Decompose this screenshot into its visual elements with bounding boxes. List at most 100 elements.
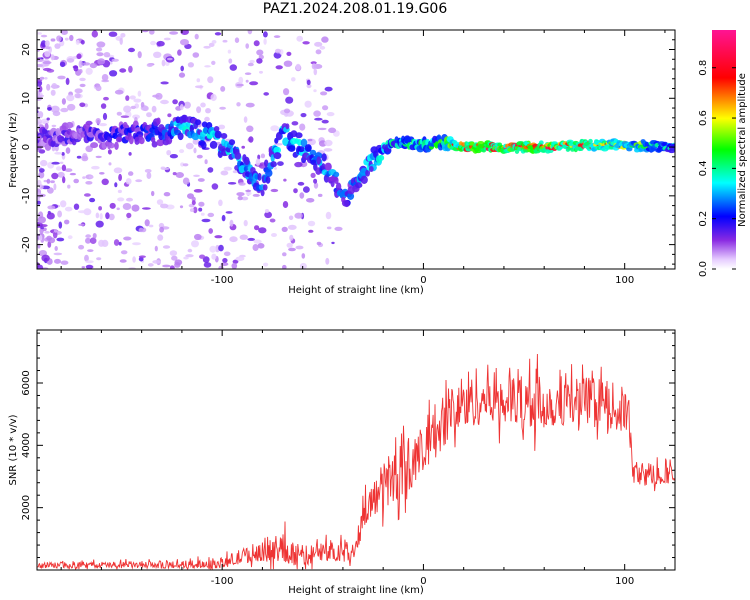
noise-blob [223, 166, 232, 171]
noise-blob [92, 233, 97, 239]
noise-blob [116, 111, 122, 116]
noise-blob [67, 184, 71, 189]
noise-blob [57, 210, 62, 218]
noise-blob [177, 49, 182, 56]
noise-blob [185, 142, 194, 150]
noise-blob [156, 40, 165, 47]
noise-blob [117, 189, 122, 194]
y-tick-label: 6000 [21, 370, 32, 395]
noise-blob [283, 88, 290, 96]
noise-blob [74, 93, 81, 99]
colorbar-tick-label: 0.4 [698, 160, 709, 176]
noise-blob [98, 123, 108, 127]
noise-blob [39, 76, 45, 80]
noise-blob [232, 259, 239, 264]
noise-blob [214, 32, 222, 36]
snr-series-line [37, 353, 675, 570]
noise-blob [44, 46, 51, 50]
noise-blob [101, 74, 109, 81]
noise-blob [53, 183, 57, 191]
noise-blob [61, 98, 66, 105]
ridge-blob [112, 132, 118, 139]
noise-blob [179, 205, 184, 209]
ridge-blob [321, 153, 327, 162]
noise-blob [79, 77, 86, 82]
noise-blob [40, 159, 48, 167]
noise-blob [169, 31, 179, 35]
noise-blob [50, 54, 55, 61]
noise-blob [160, 99, 169, 105]
noise-blob [123, 236, 132, 241]
noise-blob [60, 30, 68, 35]
noise-blob [294, 161, 303, 168]
noise-blob [218, 199, 223, 207]
noise-blob [96, 257, 102, 261]
ridge-blob [243, 156, 250, 166]
noise-blob [65, 147, 71, 154]
noise-blob [56, 237, 65, 242]
noise-blob [98, 206, 102, 211]
noise-blob [85, 237, 91, 244]
noise-blob [114, 182, 118, 188]
noise-blob [269, 218, 276, 223]
noise-blob [191, 240, 199, 248]
noise-blob [135, 179, 143, 183]
noise-blob [291, 77, 296, 82]
noise-blob [51, 124, 57, 128]
ridge-blob [65, 121, 74, 129]
ridge-blob [220, 133, 228, 139]
noise-blob [54, 258, 61, 264]
x-tick-label: 100 [615, 275, 634, 286]
noise-blob [179, 149, 185, 154]
noise-blob [222, 39, 228, 43]
noise-blob [236, 192, 245, 197]
noise-blob [80, 40, 85, 45]
y-tick-label: 0 [21, 144, 32, 150]
noise-blob [319, 45, 326, 50]
noise-blob [222, 258, 228, 263]
noise-blob [69, 172, 76, 176]
noise-blob [201, 218, 211, 223]
noise-blob [194, 33, 199, 40]
noise-blob [103, 52, 111, 58]
noise-blob [275, 65, 283, 70]
noise-blob [63, 219, 70, 225]
noise-blob [236, 102, 241, 107]
spectrogram-x-label: Height of straight line (km) [288, 285, 424, 296]
noise-blob [109, 70, 118, 77]
noise-blob [193, 174, 200, 177]
noise-blob [237, 195, 243, 201]
noise-blob [169, 265, 175, 269]
noise-blob [95, 85, 102, 92]
ridge-blob [228, 139, 236, 146]
ridge-blob [270, 161, 277, 168]
noise-blob [119, 37, 123, 45]
ridge-blob [257, 172, 262, 181]
ridge-blob [201, 121, 208, 128]
noise-blob [148, 224, 154, 228]
noise-blob [271, 233, 277, 237]
noise-blob [234, 37, 240, 43]
noise-blob [37, 195, 40, 203]
ridge-blob [640, 139, 646, 144]
noise-blob [157, 234, 164, 241]
noise-blob [183, 256, 189, 260]
noise-blob [205, 108, 211, 114]
noise-blob [313, 182, 319, 189]
noise-blob [44, 50, 51, 57]
noise-blob [196, 78, 201, 83]
noise-blob [245, 43, 249, 49]
noise-blob [156, 199, 164, 205]
noise-blob [326, 112, 335, 117]
noise-blob [254, 225, 260, 231]
ridge-blob [195, 119, 201, 126]
ridge-blob [347, 192, 355, 200]
noise-blob [223, 251, 231, 257]
noise-blob [218, 265, 224, 269]
colorbar: 0.0 0.2 0.4 0.6 0.8 Normalized spectral ampl… [698, 30, 748, 277]
noise-blob [50, 38, 56, 42]
noise-blob [53, 252, 63, 256]
noise-blob [52, 231, 58, 239]
noise-blob [128, 171, 134, 176]
